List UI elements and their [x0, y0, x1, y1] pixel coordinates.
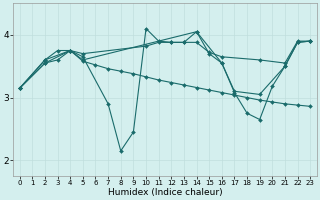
X-axis label: Humidex (Indice chaleur): Humidex (Indice chaleur)	[108, 188, 222, 197]
